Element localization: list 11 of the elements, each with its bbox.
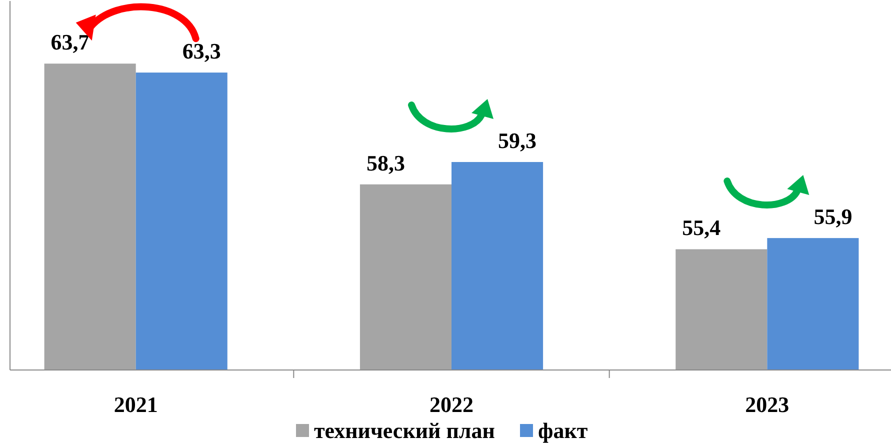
- data-label: 55,9: [814, 204, 852, 230]
- data-label: 59,3: [498, 128, 537, 154]
- x-tick-label: 2021: [114, 392, 158, 417]
- x-tick-label: 2023: [745, 392, 790, 417]
- data-label: 58,3: [366, 150, 405, 176]
- data-label: 63,7: [50, 30, 90, 55]
- data-label: 63,3: [182, 38, 221, 64]
- data-label: 55,4: [682, 215, 721, 240]
- legend-label: факт: [538, 418, 588, 443]
- x-tick-label: 2022: [430, 392, 474, 417]
- legend-label: технический план: [314, 418, 496, 443]
